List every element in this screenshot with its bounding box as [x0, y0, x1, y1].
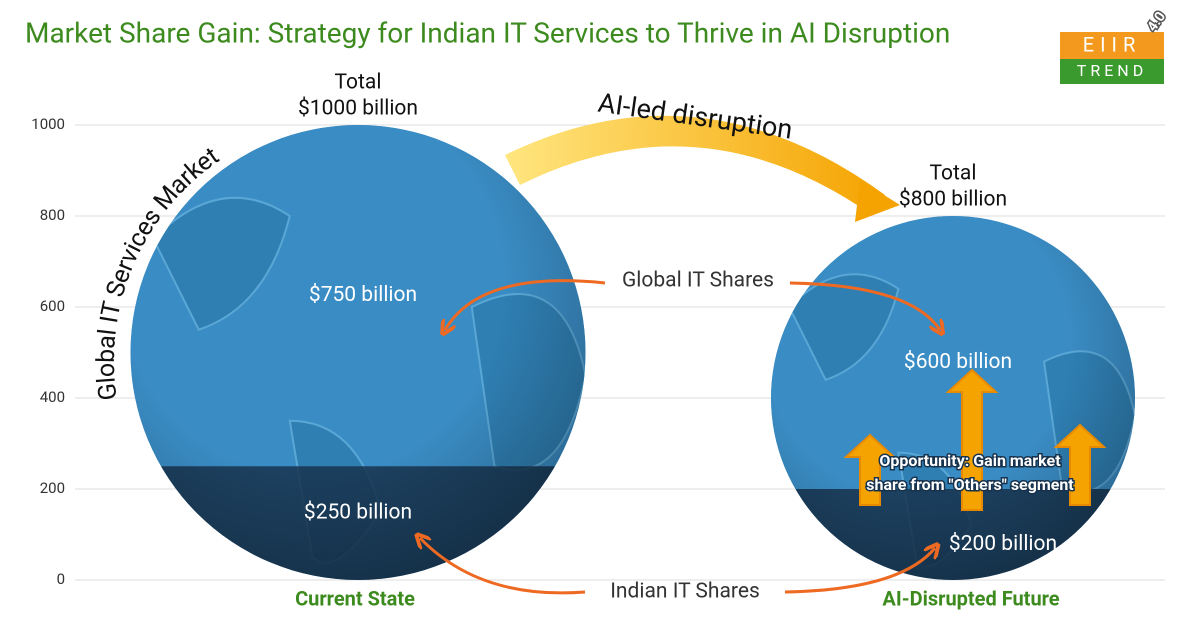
y-tick-label: 400	[40, 388, 65, 406]
opportunity-label: Opportunity: Gain market	[879, 451, 1061, 470]
globe	[771, 216, 1135, 580]
share-arrow	[445, 279, 606, 330]
opportunity-arrow	[843, 433, 897, 506]
value-label: $600 billion	[904, 350, 1012, 374]
logo-badge: 4.0	[1144, 9, 1169, 35]
category-label: AI-Disrupted Future	[882, 586, 1059, 610]
opportunity-arrow	[1053, 423, 1107, 506]
y-tick-label: 600	[40, 297, 65, 315]
y-tick-label: 800	[40, 206, 65, 224]
logo-text: TREND	[1077, 61, 1147, 80]
value-label: $250 billion	[304, 501, 412, 525]
logo-text: EIIR	[1083, 32, 1142, 56]
value-label: $200 billion	[949, 532, 1057, 556]
globe-shade	[771, 216, 1135, 580]
opportunity-label: share from "Others" segment	[866, 475, 1074, 494]
opportunity-arrow	[945, 368, 999, 511]
value-label: $750 billion	[309, 283, 417, 307]
total-title: Total	[335, 71, 382, 95]
annotations: Total$1000 billion$750 billion$250 billi…	[295, 71, 1107, 610]
globe-shade	[130, 125, 586, 580]
share-arrow	[420, 538, 586, 595]
share-arrow	[784, 548, 935, 594]
y-tick-label: 200	[40, 479, 65, 497]
logo-top	[1060, 32, 1164, 59]
total-label: $1000 billion	[298, 97, 418, 121]
logo-bottom	[1060, 59, 1164, 84]
disruption-arrow-head	[855, 180, 900, 222]
y-tick-label: 0	[57, 570, 65, 588]
series-label: Global IT Shares	[622, 269, 774, 293]
category-label: Current State	[295, 586, 415, 610]
logo: EIIR TREND 4.0	[1060, 7, 1171, 84]
share-arrow	[789, 281, 940, 330]
total-title: Total	[930, 162, 977, 186]
series-label: Indian IT Shares	[610, 580, 760, 604]
disruption-arrow	[505, 115, 885, 215]
chart-title: Market Share Gain: Strategy for Indian I…	[25, 16, 950, 49]
total-label: $800 billion	[899, 188, 1007, 212]
y-tick-label: 1000	[31, 115, 65, 133]
